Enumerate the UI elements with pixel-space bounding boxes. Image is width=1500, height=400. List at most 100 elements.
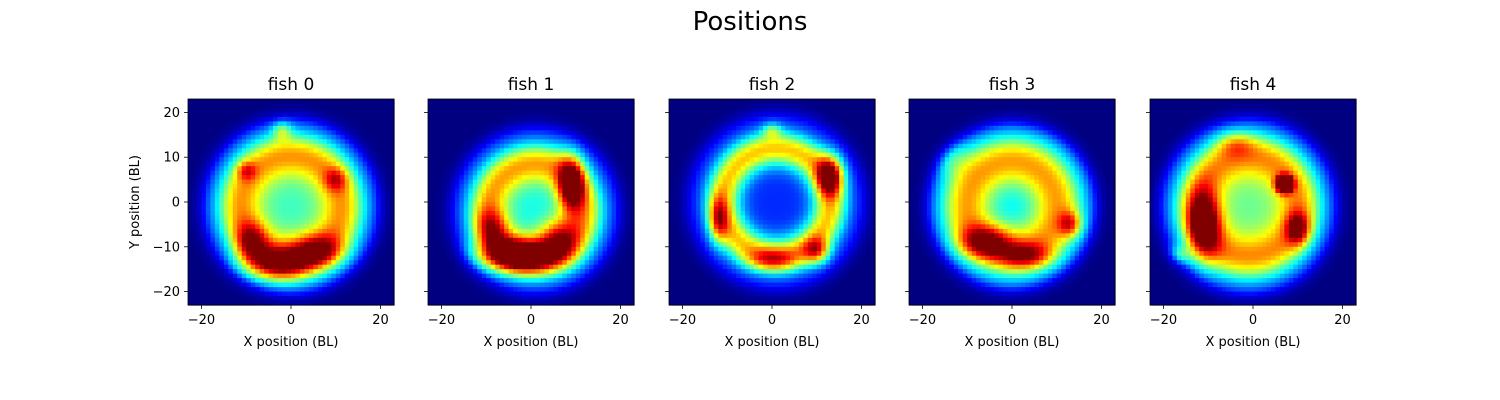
heatmap-cell (331, 242, 337, 248)
heatmap-cell (463, 175, 469, 181)
heatmap-panel: fish 2−20 0 20X position (BL) (665, 75, 876, 350)
heatmap-cell (277, 157, 283, 163)
heatmap-cell (740, 121, 746, 127)
heatmap-cell (322, 242, 328, 248)
heatmap-cell (780, 139, 787, 145)
heatmap-cell (295, 251, 301, 257)
heatmap-cell (629, 193, 635, 199)
heatmap-cell (322, 188, 328, 194)
heatmap-cell (861, 107, 867, 114)
heatmap-cell (308, 264, 314, 270)
heatmap-cell (812, 157, 818, 163)
heatmap-cell (291, 134, 297, 140)
heatmap-cell (313, 193, 319, 199)
heatmap-cell (450, 237, 456, 243)
heatmap-cell (299, 175, 306, 181)
heatmap-cell (428, 219, 434, 225)
heatmap-cell (322, 219, 328, 225)
heatmap-cell (776, 99, 782, 105)
heatmap-cell (686, 161, 692, 167)
heatmap-cell (237, 273, 243, 279)
heatmap-cell (607, 237, 613, 243)
heatmap-cell (223, 130, 229, 136)
heatmap-cell (736, 99, 742, 105)
heatmap-cell (192, 99, 198, 105)
heatmap-cell (232, 112, 238, 118)
heatmap-cell (463, 206, 469, 212)
heatmap-cell (544, 179, 550, 185)
heatmap-cell (486, 246, 492, 252)
heatmap-cell (295, 184, 301, 190)
heatmap-cell (861, 112, 867, 118)
heatmap-cell (259, 197, 265, 203)
heatmap-cell (255, 166, 261, 172)
heatmap-cell (557, 121, 563, 127)
heatmap-cell (255, 143, 261, 149)
heatmap-cell (441, 193, 447, 199)
heatmap-cell (295, 296, 301, 302)
heatmap-cell (380, 202, 386, 208)
heatmap-cell (445, 116, 451, 122)
heatmap-cell (776, 103, 782, 109)
heatmap-cell (358, 251, 364, 257)
heatmap-cell (625, 237, 631, 243)
heatmap-cell (308, 224, 314, 230)
heatmap-cell (571, 206, 577, 212)
heatmap-cell (571, 107, 577, 114)
heatmap-cell (607, 206, 613, 212)
heatmap-cell (593, 206, 599, 212)
heatmap-cell (376, 210, 382, 217)
heatmap-cell (196, 269, 203, 275)
heatmap-cell (380, 188, 386, 194)
heatmap-cell (517, 296, 523, 302)
heatmap-cell (758, 116, 764, 122)
heatmap-cell (246, 237, 252, 243)
heatmap-cell (504, 157, 510, 163)
heatmap-cell (629, 143, 635, 149)
heatmap-cell (571, 139, 577, 145)
heatmap-cell (214, 121, 220, 127)
heatmap-cell (371, 224, 377, 230)
heatmap-cell (286, 269, 292, 275)
heatmap-cell (700, 121, 706, 127)
heatmap-cell (367, 224, 373, 230)
heatmap-cell (616, 282, 622, 288)
heatmap-cell (201, 134, 207, 140)
heatmap-cell (535, 143, 541, 149)
heatmap-cell (495, 251, 501, 257)
heatmap-cell (322, 210, 328, 217)
heatmap-cell (544, 228, 550, 234)
heatmap-cell (232, 134, 238, 140)
heatmap-cell (308, 184, 314, 190)
heatmap-cell (584, 273, 590, 279)
heatmap-cell (246, 139, 252, 145)
heatmap-cell (264, 112, 270, 118)
heatmap-cell (201, 130, 207, 136)
heatmap-cell (436, 269, 443, 275)
heatmap-cell (616, 219, 622, 225)
heatmap-cell (344, 224, 350, 230)
heatmap-cell (557, 287, 563, 293)
heatmap-cell (317, 237, 323, 243)
heatmap-cell (522, 197, 528, 203)
heatmap-cell (557, 148, 563, 154)
heatmap-cell (607, 188, 613, 194)
heatmap-cell (830, 139, 836, 145)
heatmap-cell (522, 112, 528, 118)
heatmap-cell (445, 278, 451, 284)
heatmap-cell (589, 264, 595, 270)
heatmap-cell (499, 291, 505, 297)
heatmap-cell (553, 287, 559, 293)
heatmap-cell (718, 139, 724, 145)
heatmap-cell (376, 219, 382, 225)
heatmap-cell (566, 107, 572, 114)
heatmap-cell (535, 139, 541, 145)
heatmap-cell (580, 210, 586, 217)
heatmap-cell (562, 242, 568, 248)
heatmap-cell (740, 116, 746, 122)
heatmap-cell (499, 228, 505, 234)
heatmap-cell (353, 193, 359, 199)
heatmap-cell (205, 210, 211, 217)
heatmap-cell (205, 273, 211, 279)
